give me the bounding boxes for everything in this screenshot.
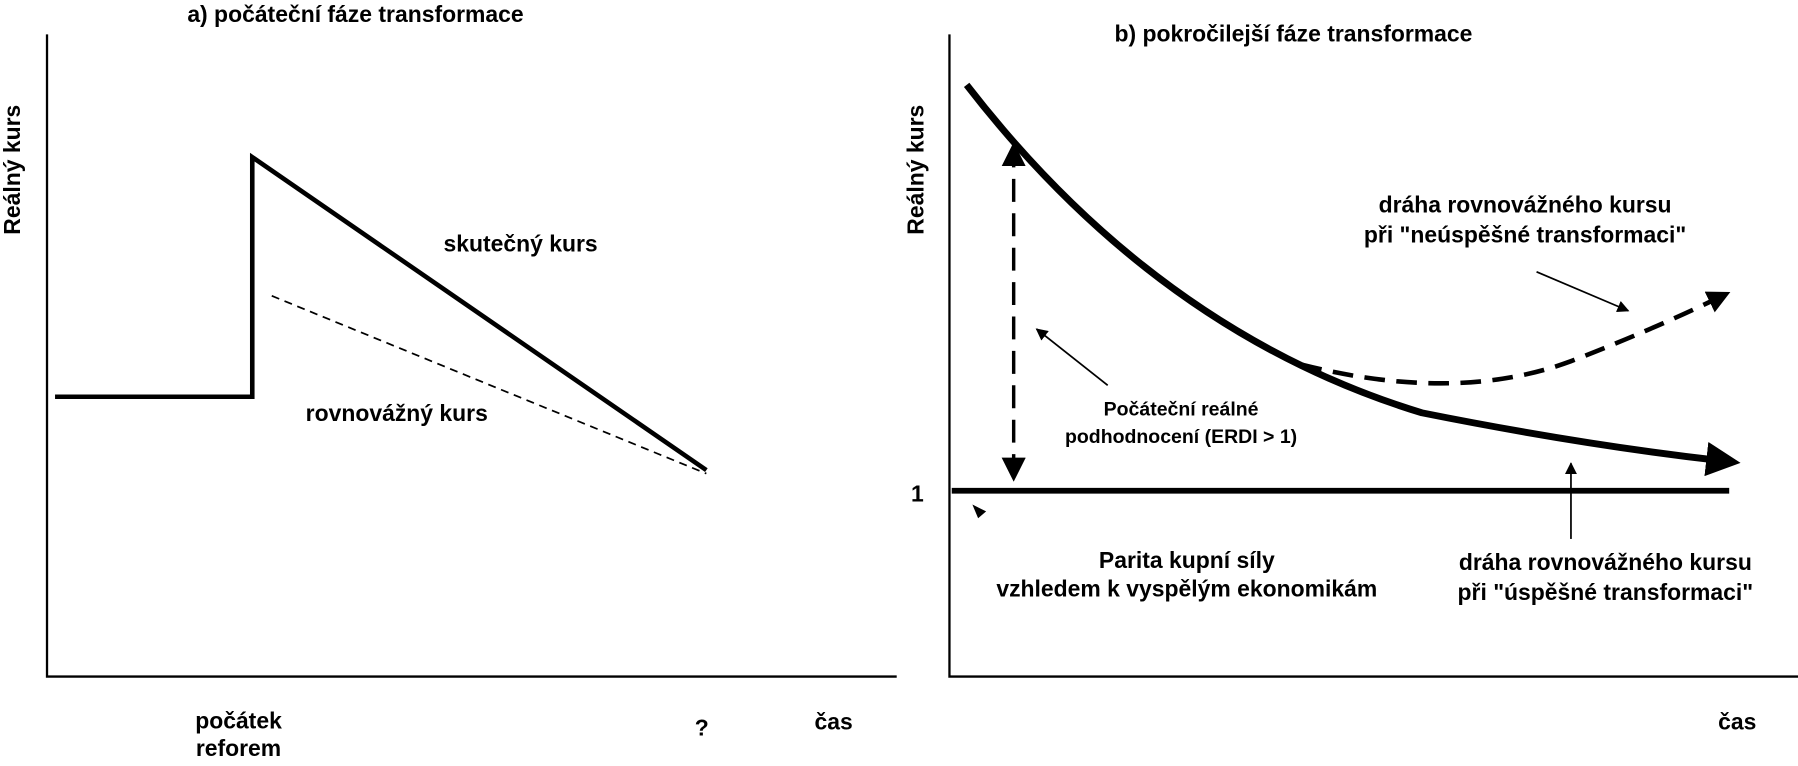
- pointer: [1035, 328, 1109, 386]
- marker: [972, 504, 987, 519]
- curve-label: rovnovážný kurs: [306, 400, 488, 426]
- panel-a: a) počáteční fáze transformace Reálný ku…: [0, 1, 897, 761]
- pointer: [1536, 270, 1630, 313]
- x-label: čas: [1718, 709, 1756, 735]
- curve-label: skutečný kurs: [444, 230, 598, 256]
- unsuccessful-path: [1300, 291, 1731, 386]
- x-label: počátek: [195, 707, 282, 733]
- annotation: Parita kupní síly: [1099, 547, 1275, 573]
- annotation: dráha rovnovážného kursu: [1459, 549, 1752, 575]
- axes: [948, 34, 1798, 678]
- annotation: při "neúspěšné transformaci": [1364, 221, 1686, 247]
- annotation: Počáteční reálné: [1104, 399, 1259, 421]
- panel-b: b) pokročilejší fáze transformace Reálný…: [902, 21, 1798, 735]
- x-label: reforem: [196, 735, 281, 761]
- x-label: čas: [815, 709, 853, 735]
- actual-rate-line: [55, 152, 708, 473]
- annotation: vzhledem k vyspělým ekonomikám: [996, 576, 1377, 602]
- panel-title: b) pokročilejší fáze transformace: [1114, 21, 1472, 47]
- annotation: dráha rovnovážného kursu: [1379, 191, 1672, 217]
- y-axis-label: Reálný kurs: [0, 105, 25, 235]
- y-mark: 1: [911, 480, 924, 506]
- annotation: podhodnocení (ERDI > 1): [1065, 426, 1297, 448]
- x-label: ?: [695, 714, 709, 740]
- panel-title: a) počáteční fáze transformace: [187, 1, 523, 27]
- y-axis-label: Reálný kurs: [902, 105, 928, 235]
- annotation: při "úspěšné transformaci": [1458, 579, 1754, 605]
- equilibrium-rate-line: [271, 295, 707, 475]
- successful-path: [963, 82, 1741, 477]
- axes: [45, 34, 897, 678]
